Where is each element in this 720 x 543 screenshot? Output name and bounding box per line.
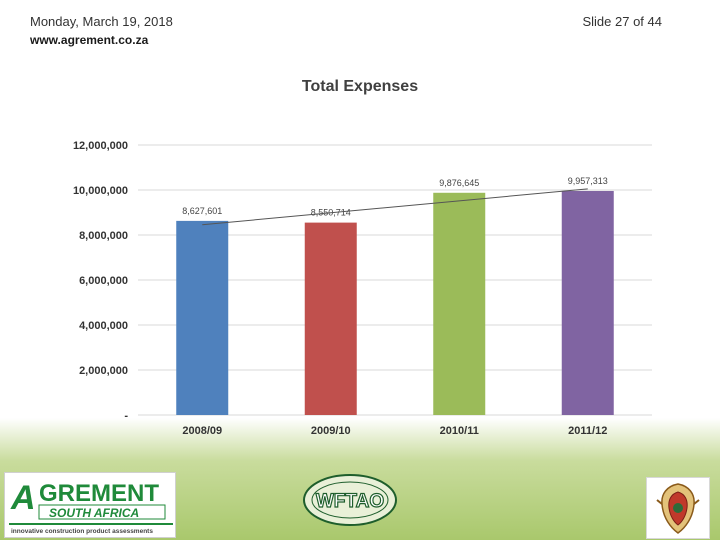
y-tick-label: -: [124, 410, 128, 422]
agrement-logo: A GREMENT SOUTH AFRICA innovative constr…: [4, 472, 176, 538]
y-tick-label: 2,000,000: [79, 365, 128, 377]
agrement-logo-sub: SOUTH AFRICA: [49, 506, 139, 520]
slide-url[interactable]: www.agrement.co.za: [30, 33, 149, 47]
bar: [561, 190, 614, 415]
agrement-logo-initial: A: [10, 479, 36, 517]
chart-title: Total Expenses: [302, 78, 418, 95]
slide-number: Slide 27 of 44: [582, 14, 662, 29]
y-tick-label: 10,000,000: [73, 185, 128, 197]
bar: [433, 192, 486, 415]
slide-date: Monday, March 19, 2018: [30, 14, 173, 29]
y-tick-label: 4,000,000: [79, 320, 128, 332]
data-label: 9,957,313: [568, 176, 608, 186]
data-label: 8,627,601: [182, 206, 222, 216]
x-tick-label: 2011/12: [568, 425, 607, 437]
x-axis-tick-labels: 2008/09 2009/10 2010/11 2011/12: [182, 425, 607, 437]
wftao-logo: WFTAO: [300, 472, 400, 528]
trendline-line: [202, 188, 588, 226]
total-expenses-chart: Total Expenses - 2,000,000 4,000,000 6,000,…: [73, 78, 652, 437]
bar: [304, 222, 357, 415]
agrement-logo-tagline: innovative construction product assessme…: [11, 528, 153, 535]
bars: [176, 190, 614, 415]
wftao-logo-word: WFTAO: [316, 491, 384, 512]
bar: [176, 220, 229, 415]
trendline: [202, 188, 588, 226]
y-tick-label: 12,000,000: [73, 140, 128, 152]
x-tick-label: 2008/09: [182, 425, 222, 437]
y-tick-label: 6,000,000: [79, 275, 128, 287]
y-axis-tick-labels: - 2,000,000 4,000,000 6,000,000 8,000,000 10,…: [73, 140, 128, 422]
x-tick-label: 2010/11: [440, 425, 479, 437]
agrement-logo-word: GREMENT: [39, 480, 159, 507]
x-tick-label: 2009/10: [311, 425, 351, 437]
data-label: 9,876,645: [439, 178, 479, 188]
y-tick-label: 8,000,000: [79, 230, 128, 242]
coat-of-arms-icon: [646, 477, 710, 539]
